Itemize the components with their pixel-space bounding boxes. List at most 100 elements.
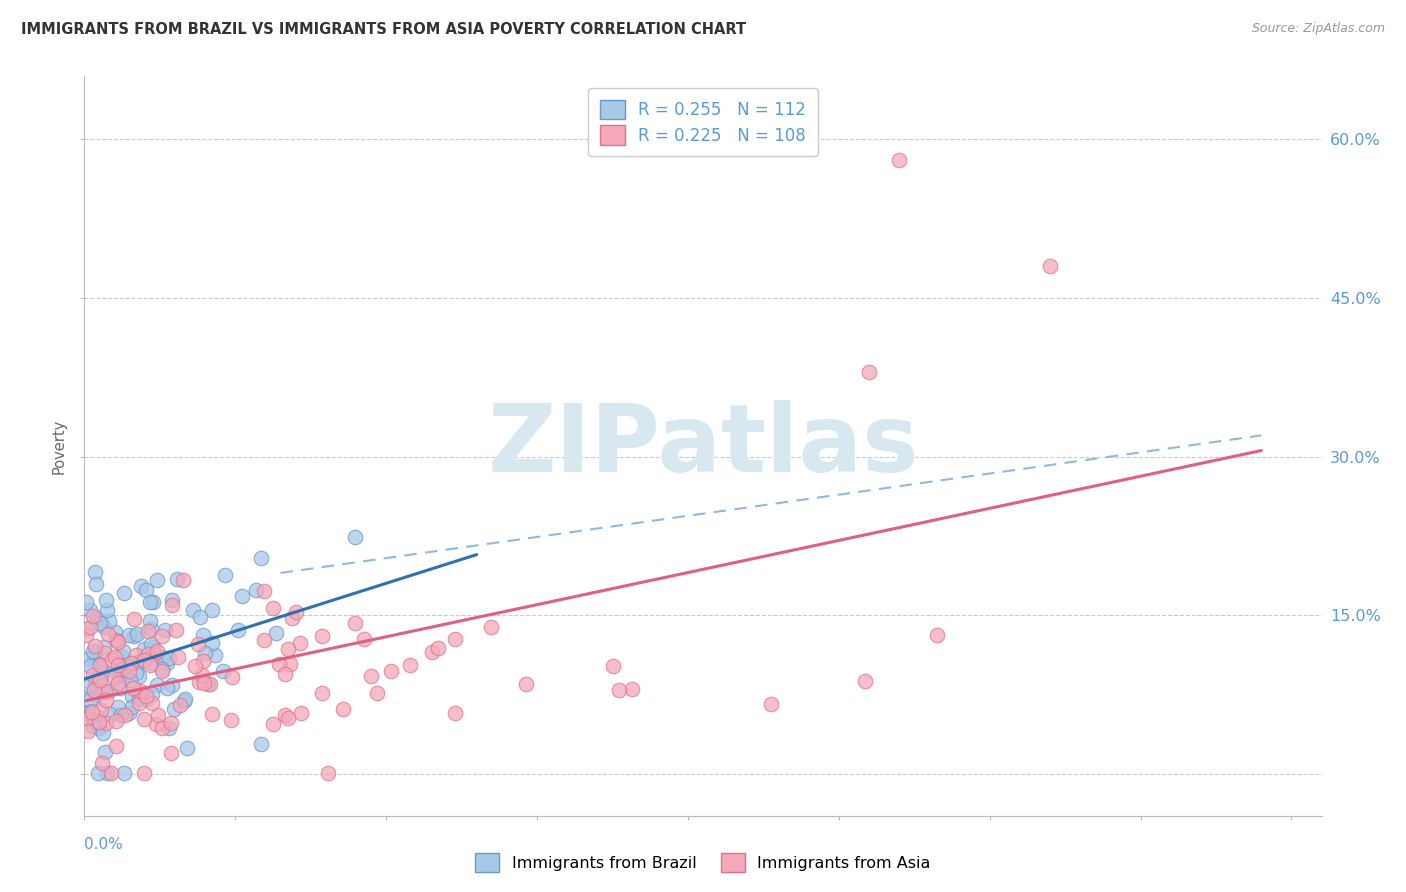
Point xyxy=(515,677,537,691)
Point xyxy=(197,677,219,691)
Point xyxy=(104,625,127,640)
Point xyxy=(159,746,181,760)
Point xyxy=(87,674,110,689)
Point xyxy=(114,668,136,682)
Point xyxy=(139,594,162,608)
Point xyxy=(105,714,128,729)
Point xyxy=(221,670,243,684)
Point xyxy=(157,651,180,665)
Point xyxy=(93,640,115,654)
Legend: Immigrants from Brazil, Immigrants from Asia: Immigrants from Brazil, Immigrants from … xyxy=(467,845,939,880)
Point xyxy=(274,666,297,681)
Point xyxy=(311,686,333,700)
Point xyxy=(150,721,173,735)
Point xyxy=(343,530,366,544)
Point xyxy=(160,678,183,692)
Point xyxy=(191,668,214,682)
Point xyxy=(602,658,624,673)
Point xyxy=(426,641,449,656)
Point xyxy=(112,585,135,599)
Point xyxy=(79,693,101,707)
Point xyxy=(97,626,120,640)
Point xyxy=(138,657,160,672)
Point xyxy=(83,677,105,691)
Point xyxy=(221,713,243,727)
Point xyxy=(125,666,148,681)
Point xyxy=(114,708,136,723)
Point xyxy=(97,615,120,629)
Point xyxy=(194,646,217,660)
Point xyxy=(176,741,198,756)
Point xyxy=(100,653,122,667)
Point xyxy=(89,673,111,687)
Point xyxy=(129,689,152,703)
Point xyxy=(89,721,111,735)
Point xyxy=(188,610,211,624)
Point xyxy=(142,647,165,661)
Point xyxy=(122,611,145,625)
Point xyxy=(125,648,148,662)
Point xyxy=(204,648,226,663)
Point xyxy=(79,659,101,673)
Point xyxy=(145,716,167,731)
Point xyxy=(118,664,141,678)
Point xyxy=(87,765,110,780)
Point xyxy=(353,632,375,646)
Text: 0.0%: 0.0% xyxy=(84,837,124,852)
Point xyxy=(249,737,271,751)
Point xyxy=(889,153,911,168)
Text: ZIPatlas: ZIPatlas xyxy=(488,400,918,492)
Point xyxy=(89,658,111,673)
Point xyxy=(146,707,169,722)
Point xyxy=(105,739,128,753)
Point xyxy=(89,714,111,729)
Point xyxy=(150,650,173,665)
Y-axis label: Poverty: Poverty xyxy=(52,418,67,474)
Point xyxy=(165,623,187,637)
Text: IMMIGRANTS FROM BRAZIL VS IMMIGRANTS FROM ASIA POVERTY CORRELATION CHART: IMMIGRANTS FROM BRAZIL VS IMMIGRANTS FRO… xyxy=(21,22,747,37)
Point xyxy=(139,622,162,636)
Point xyxy=(201,706,224,721)
Point xyxy=(139,636,162,650)
Point xyxy=(118,706,141,721)
Point xyxy=(107,675,129,690)
Point xyxy=(79,620,101,634)
Point xyxy=(160,599,183,613)
Point xyxy=(93,620,115,634)
Point xyxy=(277,711,299,725)
Point xyxy=(142,594,165,608)
Point xyxy=(96,603,118,617)
Point xyxy=(96,765,118,780)
Point xyxy=(82,609,104,624)
Point xyxy=(94,593,117,607)
Point xyxy=(853,673,876,688)
Point xyxy=(100,765,122,780)
Point xyxy=(311,629,333,643)
Point xyxy=(201,603,224,617)
Point xyxy=(110,649,132,664)
Point xyxy=(129,579,152,593)
Point xyxy=(104,650,127,665)
Point xyxy=(284,605,307,619)
Point xyxy=(107,634,129,648)
Point xyxy=(759,697,782,711)
Point xyxy=(399,657,422,672)
Point xyxy=(159,722,181,736)
Point xyxy=(83,683,105,698)
Point xyxy=(107,699,129,714)
Point xyxy=(94,745,117,759)
Point xyxy=(75,627,97,641)
Point xyxy=(129,655,152,669)
Point xyxy=(82,719,104,733)
Point xyxy=(290,706,312,721)
Point xyxy=(166,572,188,586)
Point xyxy=(120,656,142,670)
Point xyxy=(479,620,502,634)
Point xyxy=(111,643,134,657)
Point xyxy=(77,679,100,693)
Point xyxy=(80,704,103,718)
Point xyxy=(214,568,236,582)
Point xyxy=(160,593,183,607)
Point xyxy=(83,650,105,665)
Point xyxy=(135,689,157,703)
